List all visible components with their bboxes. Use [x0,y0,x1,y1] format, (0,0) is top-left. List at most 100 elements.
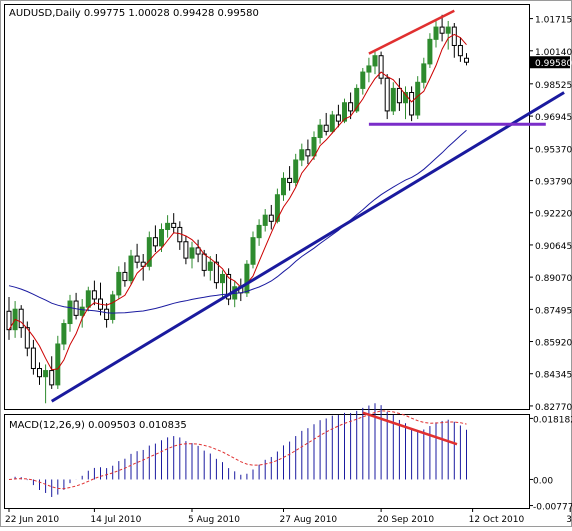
price-axis-label: 0.90645 [535,242,572,252]
candle-body [354,87,360,112]
time-axis-label: 22 Jun 2010 [5,515,59,525]
candle-body [128,255,134,282]
candle-body [244,263,250,294]
current-price-box [530,56,570,69]
candle-body [384,77,390,112]
candle-body [55,343,61,386]
candle-body [445,26,451,34]
candle-body [110,294,116,320]
macd-plot [8,403,467,497]
candle-body [262,214,268,226]
candle-body [116,271,122,296]
price-axis-label: 1.01715 [535,16,572,26]
candle-body [152,237,158,247]
candle-body [348,102,354,112]
macd-axis-label: -0.00777 [533,503,572,513]
candle-body [409,92,415,116]
candle-body [183,241,189,259]
candle-body [421,63,427,83]
candle-body [159,228,164,247]
candle-body [195,247,201,255]
fast-moving-average [8,33,467,371]
macd-axis-label: 0.00 [533,476,553,486]
price-panel-frame[interactable] [4,4,530,410]
candle-body [104,308,110,320]
candle-body [396,87,402,104]
time-axis-label: 12 Oct 2010 [469,515,525,525]
price-axis-label: 0.92220 [535,210,572,220]
price-axis-label: 0.87495 [535,306,572,316]
ascending-trendline [50,91,565,403]
time-axis-label: 5 Aug 2010 [188,515,240,525]
candle-body [335,114,341,122]
macd-header: MACD(12,26,9) 0.009503 0.010835 [9,420,187,431]
price-divergence-line [368,9,455,55]
candle-body [317,124,323,138]
candle-body [390,87,396,112]
price-axis-label: 0.96945 [535,113,572,123]
candle-body [37,368,42,378]
price-axis-label: 0.98525 [535,81,572,91]
time-axis-label: 3 Nov 2010 [566,515,572,525]
candle-body [256,224,262,239]
time-axis-label: 20 Sep 2010 [377,515,434,525]
time-axis-label: 27 Aug 2010 [280,515,338,525]
price-axis-label: 0.89070 [535,274,572,284]
candle-body [299,149,305,161]
candle-body [250,237,256,265]
candle-body [140,261,146,267]
candle-body [189,247,195,259]
candle-body [439,26,445,34]
price-axis-label: 0.95370 [535,145,572,155]
candle-body [305,149,311,157]
candle-body [281,177,286,196]
price-axis-label: 0.82770 [535,403,572,413]
macd-divergence-line [362,411,458,446]
candle-body [226,273,232,300]
price-axis-label: 0.85920 [535,339,572,349]
candle-body [457,44,463,57]
candle-body [49,370,55,386]
candle-body [122,271,128,282]
price-plot [6,9,565,404]
candle-body [171,222,177,228]
candle-body [201,253,207,271]
candle-body [268,214,274,222]
candle-body [61,323,67,345]
price-axis-label: 0.93790 [535,178,572,188]
candle-body [360,71,366,89]
candle-body [134,255,140,263]
candle-body [378,55,384,79]
candle-body [433,26,439,40]
candle-body [146,237,152,267]
candle-body [43,370,49,378]
current-price-label: 0.99580 [535,59,572,69]
axes: 1.01715 1.00140 0.98525 0.96945 0.95370 0.937… [5,16,572,525]
candle-body [274,194,280,222]
candle-body [165,222,171,230]
candle-body [287,177,293,183]
candle-body [91,290,97,300]
candle-body [311,136,317,157]
candle-body [213,261,219,284]
candle-body [220,273,225,284]
price-axis-label: 1.00140 [535,48,572,58]
candle-body [464,57,469,63]
candle-body [85,290,91,308]
candle-body [24,327,30,349]
price-axis-label: 0.84345 [535,371,572,381]
macd-signal-line [8,410,467,490]
candle-body [427,38,433,65]
candle-body [415,81,421,116]
slow-moving-average [8,129,467,314]
candle-body [372,55,378,67]
candle-body [207,261,213,271]
candle-body [30,347,36,370]
candle-body [323,124,329,132]
candle-body [79,306,85,316]
candle-body [451,26,457,46]
time-axis-label: 14 Jul 2010 [90,515,141,525]
candle-body [342,102,347,122]
